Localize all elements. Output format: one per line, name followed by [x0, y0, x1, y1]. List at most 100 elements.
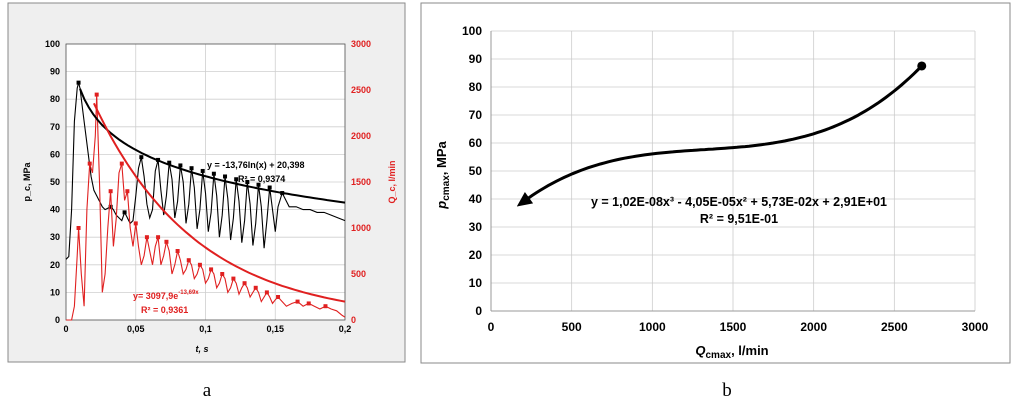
chart-a-x-tick-label: 0,1: [199, 324, 212, 334]
flow-marker: [264, 290, 269, 295]
chart-a-right-tick-label: 2500: [351, 85, 371, 95]
chart-a-left-tick-label: 50: [50, 177, 60, 187]
flow-line: [66, 94, 346, 321]
chart-a-right-tick-label: 500: [351, 269, 366, 279]
chart-b-y-tick-label: 40: [469, 192, 483, 206]
chart-b-y-tick-label: 80: [469, 80, 483, 94]
chart-a-left-tick-label: 60: [50, 149, 60, 159]
chart-a-x-axis-title: t, s: [195, 344, 208, 354]
panel-label-a: a: [203, 380, 212, 401]
pressure-marker: [139, 155, 144, 160]
chart-b-y-axis-title-sub: cmax: [441, 175, 452, 201]
exp-trend-equation-prefix: y= 3097,9e: [133, 291, 178, 301]
flow-marker: [209, 267, 214, 272]
flow-marker: [186, 258, 191, 263]
flow-marker: [220, 272, 225, 276]
chart-a-left-tick-label: 80: [50, 94, 60, 104]
chart-a-plot-border: [65, 43, 346, 321]
chart-b-x-tick-label: 500: [562, 320, 582, 334]
chart-b-y-tick-label: 0: [475, 304, 482, 318]
pressure-marker: [167, 160, 172, 165]
poly-endpoint-dot: [917, 61, 927, 71]
flow-marker: [94, 92, 99, 97]
chart-b-x-axis-title: Qcmax, l/min: [695, 343, 768, 361]
chart-b-x-tick-label: 0: [488, 320, 495, 334]
chart-b-series: [516, 61, 927, 207]
flow-marker: [144, 235, 149, 240]
flow-marker: [242, 281, 247, 286]
flow-marker: [119, 161, 124, 166]
poly-trend-equation: y = 1,02E-08x³ - 4,05E-05x² + 5,73E-02x …: [591, 195, 887, 209]
pressure-marker: [76, 80, 81, 85]
chart-b-x-tick-label: 1500: [720, 320, 747, 334]
chart-a-x-tick-label: 0,15: [266, 324, 284, 334]
flow-marker: [276, 295, 281, 299]
pressure-marker: [223, 174, 228, 179]
flow-marker: [164, 239, 169, 244]
chart-b-y-axis-title: pcmax, MPa: [434, 140, 452, 209]
poly-curve: [519, 64, 923, 206]
flow-marker: [323, 304, 328, 309]
chart-a-x-tick-label: 0: [63, 324, 68, 334]
chart-b-x-tick-label: 3000: [962, 320, 989, 334]
chart-b-y-tick-label: 70: [469, 108, 483, 122]
flow-marker: [108, 189, 113, 194]
flow-marker: [76, 226, 81, 230]
flow-marker: [231, 276, 236, 281]
chart-b-y-axis-title-main: p: [434, 201, 449, 210]
chart-a-right-tick-label: 3000: [351, 39, 371, 49]
flow-marker: [156, 235, 161, 240]
chart-a-left-tick-label: 90: [50, 67, 60, 77]
chart-b-x-axis-title-sub: cmax: [705, 350, 731, 361]
pressure-marker: [267, 185, 272, 190]
chart-b-y-tick-label: 10: [469, 276, 483, 290]
chart-b-y-axis-title-rest: , MPa: [434, 140, 449, 175]
chart-a-left-tick-label: 20: [50, 260, 60, 270]
chart-b-grid: [490, 30, 976, 312]
pressure-marker: [234, 177, 239, 182]
chart-a-annotations: y = -13,76ln(x) + 20,398 R² = 0,9374 y= …: [133, 160, 305, 315]
chart-b-x-tick-label: 2500: [881, 320, 908, 334]
chart-a-x-tick-label: 0,05: [127, 324, 145, 334]
chart-b-y-tick-label: 90: [469, 52, 483, 66]
chart-b-x-axis-title-rest: , l/min: [731, 343, 769, 358]
chart-a-left-tick-label: 30: [50, 232, 60, 242]
log-trend-equation: y = -13,76ln(x) + 20,398: [207, 160, 305, 170]
chart-a-right-tick-label: 2000: [351, 131, 371, 141]
chart-b-y-tick-label: 30: [469, 220, 483, 234]
chart-a-left-tick-label: 10: [50, 287, 60, 297]
chart-a-right-tick-label: 0: [351, 315, 356, 325]
pressure-marker: [178, 163, 183, 168]
chart-a-left-axis-title: p_c, MPa: [22, 161, 32, 201]
pressure-marker: [189, 166, 194, 171]
chart-b-x-axis-title-main: Q: [695, 343, 705, 358]
flow-marker: [253, 285, 258, 290]
flow-marker: [175, 249, 180, 253]
chart-a-x-tick-label: 0,2: [339, 324, 352, 334]
exp-trend-r2: R² = 0,9361: [141, 305, 188, 315]
chart-b-y-tick-label: 20: [469, 248, 483, 262]
flow-marker: [87, 161, 92, 166]
chart-a-left-tick-label: 70: [50, 122, 60, 132]
poly-trend-r2: R² = 9,51E-01: [700, 212, 778, 226]
flow-marker: [133, 221, 138, 226]
pressure-marker: [245, 180, 250, 184]
chart-b-y-tick-label: 100: [462, 24, 482, 38]
chart-b-y-tick-label: 50: [469, 164, 483, 178]
chart-b-x-tick-label: 1000: [639, 320, 666, 334]
flow-marker: [125, 189, 130, 194]
flow-marker: [306, 301, 311, 306]
log-trendline: [79, 88, 346, 204]
exp-trend-equation: y= 3097,9e-13,69x: [133, 290, 199, 301]
chart-b-x-tick-label: 2000: [800, 320, 827, 334]
exp-trendline: [92, 102, 346, 303]
pressure-marker: [108, 204, 113, 209]
chart-a-right-axis-title: Q_c, l/min: [387, 160, 397, 203]
chart-a-grid: [65, 43, 346, 321]
chart-b-y-tick-label: 60: [469, 136, 483, 150]
